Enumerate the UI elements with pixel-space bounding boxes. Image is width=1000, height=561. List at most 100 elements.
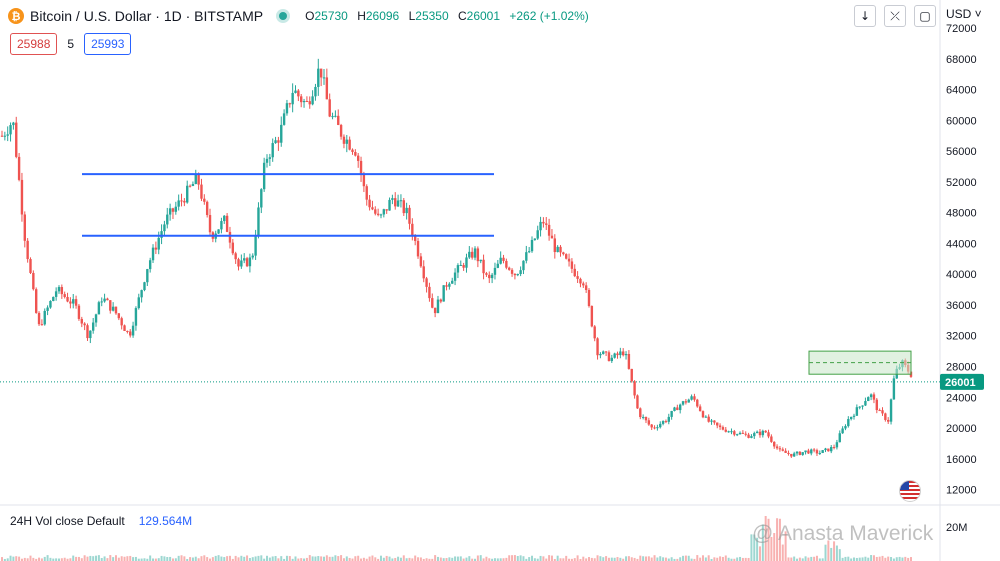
volume-bar: [55, 558, 58, 561]
volume-bar: [861, 557, 864, 561]
volume-bar: [773, 533, 776, 561]
candle-body: [103, 298, 106, 302]
candle-body: [835, 442, 839, 448]
volume-bar: [904, 556, 907, 561]
candle-body: [830, 447, 833, 452]
volume-bar: [114, 555, 117, 561]
volume-bar: [607, 557, 610, 561]
candle-body: [200, 184, 203, 199]
candle-body: [887, 419, 890, 422]
arrow-down-icon[interactable]: ↓: [854, 5, 876, 27]
volume-bar: [240, 555, 243, 561]
volume-bar: [898, 556, 901, 561]
candle-body: [456, 265, 460, 273]
us-flag-icon[interactable]: [899, 480, 921, 502]
volume-bar: [625, 556, 628, 561]
candle-body: [80, 318, 83, 324]
change-value: +262 (+1.02%): [509, 9, 589, 23]
volume-bar: [140, 558, 143, 561]
volume-bar: [38, 557, 41, 561]
volume-bar: [123, 556, 126, 561]
currency-selector[interactable]: USD ˅: [946, 7, 982, 21]
volume-bar: [741, 557, 744, 561]
volume-bar: [545, 558, 548, 561]
collapse-icon[interactable]: ⤫: [884, 5, 906, 27]
volume-bar: [767, 518, 770, 561]
volume-bar: [491, 558, 494, 561]
candle-body: [106, 298, 109, 301]
candle-body: [676, 407, 679, 411]
volume-bar: [63, 557, 66, 561]
volume-bar: [268, 557, 271, 561]
candle-body: [362, 174, 366, 187]
candle-body: [52, 296, 55, 301]
candle-body: [607, 352, 611, 362]
candle-body: [559, 246, 562, 253]
candle-body: [735, 434, 739, 436]
candle-body: [208, 215, 212, 233]
volume-bar: [716, 557, 719, 561]
y-tick-label: 60000: [946, 115, 977, 127]
candle-body: [750, 436, 753, 438]
volume-bar: [719, 556, 722, 561]
volume-bar: [525, 558, 528, 561]
volume-bar: [357, 555, 360, 561]
volume-bar: [770, 536, 773, 561]
volume-bar: [682, 555, 685, 561]
candle-body: [470, 251, 474, 258]
volume-bar: [701, 555, 704, 561]
volume-bar: [673, 558, 676, 561]
volume-bar: [642, 556, 645, 561]
volume-bar: [559, 558, 562, 561]
candle-body: [3, 135, 7, 137]
candle-body: [160, 231, 163, 238]
candle-body: [183, 200, 186, 203]
volume-bar: [465, 557, 468, 561]
buy-price-button[interactable]: 25993: [84, 33, 132, 55]
candle-body: [374, 209, 377, 214]
volume-bar: [254, 556, 257, 561]
candle-body: [69, 301, 72, 304]
symbol-title[interactable]: Bitcoin / U.S. Dollar · 1D · BITSTAMP: [30, 8, 264, 24]
candle-body: [436, 299, 440, 314]
candle-body: [798, 451, 802, 455]
volume-bar: [317, 556, 320, 561]
candle-body: [180, 200, 183, 202]
y-tick-label: 28000: [946, 362, 977, 374]
candle-body: [673, 407, 676, 411]
volume-bar: [303, 558, 306, 561]
candle-body: [228, 231, 232, 243]
candle-body: [54, 291, 58, 297]
volume-bar: [354, 556, 357, 561]
volume-label[interactable]: 24H Vol close Default: [10, 514, 125, 528]
candle-body: [659, 423, 662, 428]
candle-body: [878, 410, 881, 412]
volume-bar: [200, 556, 203, 561]
candle-body: [867, 397, 870, 402]
candle-body: [570, 261, 574, 269]
volume-bar: [884, 557, 887, 561]
volume-bar: [696, 555, 699, 561]
candle-body: [174, 206, 178, 212]
volume-bar: [134, 556, 137, 561]
candle-body: [117, 313, 121, 319]
candle-body: [143, 282, 146, 291]
volume-bar: [385, 555, 388, 561]
sell-price-button[interactable]: 25988: [10, 33, 58, 55]
volume-bar: [160, 555, 163, 561]
y-tick-label: 56000: [946, 146, 977, 158]
volume-bar: [810, 556, 813, 561]
candle-body: [57, 287, 61, 292]
fullscreen-icon[interactable]: ▢: [914, 5, 936, 27]
candle-body: [832, 447, 836, 449]
candle-body: [89, 330, 92, 339]
volume-bar: [576, 555, 579, 561]
candle-body: [610, 357, 613, 362]
ohlc-values: O25730 H26096 L25350 C26001 +262 (+1.02%…: [305, 9, 595, 23]
volume-bar: [588, 557, 591, 561]
volume-bar: [234, 555, 237, 561]
candle-body: [556, 246, 559, 253]
high-label: H: [357, 9, 366, 23]
candle-body: [815, 450, 819, 454]
